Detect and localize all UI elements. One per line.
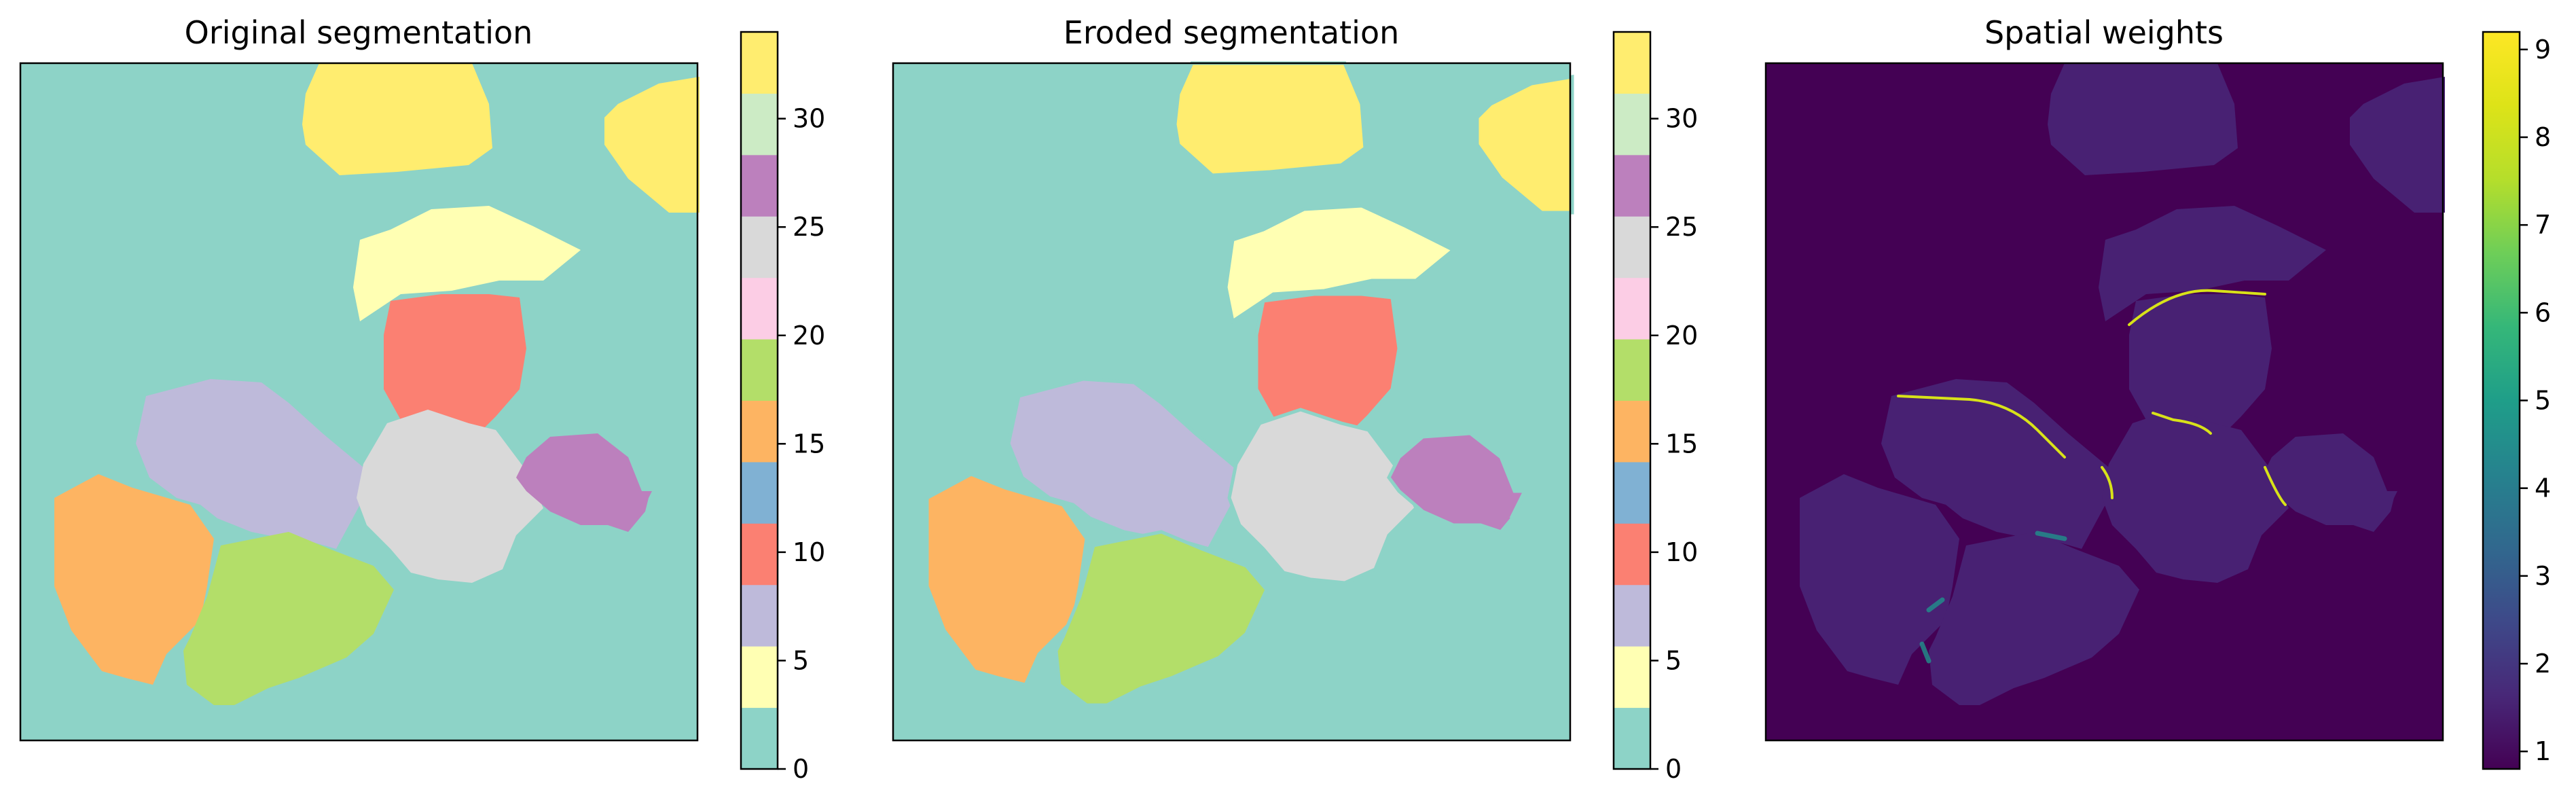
colorbar-tick-label: 5 — [793, 645, 809, 675]
colorbar-weights: 1 2 3 4 5 6 7 8 9 — [2482, 31, 2551, 770]
boundary-glow — [1919, 641, 1931, 664]
colorbar-tick-label: 10 — [1665, 537, 1698, 567]
boundary-line — [2152, 412, 2212, 435]
colorbar-tick-label: 1 — [2535, 736, 2551, 766]
colorbar-swatches — [1614, 32, 1650, 770]
colorbar-tick-label: 6 — [2535, 298, 2551, 327]
colorbar-swatch — [1614, 32, 1650, 94]
colorbar-swatch — [741, 93, 778, 156]
colorbar-tick-label: 0 — [793, 754, 809, 784]
colorbar-tick-label: 2 — [2535, 649, 2551, 679]
panel-weights: Spatial weights 1 2 3 4 5 6 7 8 9 — [1764, 14, 2551, 770]
colorbar-swatch — [741, 584, 778, 647]
colorbar-ticks: 1 2 3 4 5 6 7 8 9 — [2520, 35, 2551, 766]
colorbar-original: 0 5 10 15 20 25 30 — [740, 31, 825, 784]
image-eroded — [892, 62, 1572, 742]
colorbar-swatch — [1614, 461, 1650, 524]
colorbar-swatch — [1614, 93, 1650, 156]
colorbar-frame — [740, 31, 779, 770]
colorbar-eroded: 0 5 10 15 20 25 30 — [1612, 31, 1698, 784]
colorbar-swatch — [741, 646, 778, 709]
colorbar-swatch — [1614, 339, 1650, 401]
image-original — [19, 62, 700, 742]
colorbar-swatch — [741, 32, 778, 94]
colorbar-tick-label: 15 — [793, 429, 825, 459]
colorbar-swatch — [1614, 216, 1650, 279]
colorbar-swatch — [741, 154, 778, 217]
colorbar-ticks: 0 5 10 15 20 25 30 — [1650, 104, 1698, 784]
panel-title-eroded: Eroded segmentation — [1064, 14, 1400, 51]
colorbar-tick-label: 10 — [793, 537, 825, 567]
colorbar-swatch — [741, 339, 778, 401]
colorbar-tick-label: 4 — [2535, 473, 2551, 503]
colorbar-tick-label: 5 — [1665, 645, 1682, 675]
boundary-line — [1897, 395, 2066, 459]
boundary-line — [2128, 289, 2266, 326]
colorbar-swatch — [1614, 646, 1650, 709]
colorbar-swatch — [741, 216, 778, 279]
colorbar-swatch — [1614, 707, 1650, 770]
colorbar-tick-label: 20 — [793, 321, 825, 351]
colorbar-swatch — [741, 707, 778, 770]
colorbar-swatch — [1614, 523, 1650, 586]
colorbar-tick-label: 20 — [1665, 321, 1698, 351]
panel-title-weights: Spatial weights — [1984, 14, 2224, 51]
colorbar-gradient — [2483, 32, 2520, 769]
boundary-glow — [2035, 531, 2067, 541]
colorbar-tick-label: 25 — [1665, 212, 1698, 242]
colorbar-swatch — [741, 461, 778, 524]
colorbar-swatch — [741, 400, 778, 463]
colorbar-swatch — [1614, 277, 1650, 340]
weight-boundaries — [1897, 289, 2287, 506]
axes-frame — [892, 62, 1572, 742]
panel-title-original: Original segmentation — [185, 14, 533, 51]
image-weights — [1764, 62, 2445, 742]
panel-eroded: Eroded segmentation 0 5 10 15 20 25 30 — [892, 14, 1698, 784]
colorbar-tick-label: 3 — [2535, 561, 2551, 591]
colorbar-tick-label: 5 — [2535, 386, 2551, 416]
colorbar-tick-label: 9 — [2535, 35, 2551, 65]
colorbar-tick-label: 0 — [1665, 754, 1682, 784]
colorbar-tick-label: 30 — [1665, 104, 1698, 134]
colorbar-tick-label: 25 — [793, 212, 825, 242]
colorbar-ticks: 0 5 10 15 20 25 30 — [778, 104, 825, 784]
colorbar-swatch — [1614, 154, 1650, 217]
boundary-glow — [1926, 597, 1945, 613]
colorbar-swatch — [1614, 584, 1650, 647]
colorbar-swatch — [741, 277, 778, 340]
panel-original: Original segmentation 0 5 10 15 20 25 30 — [19, 14, 825, 784]
weight-glows — [1919, 531, 2067, 664]
axes-frame — [19, 62, 699, 742]
colorbar-tick-label: 30 — [793, 104, 825, 134]
colorbar-frame — [1612, 31, 1652, 770]
colorbar-swatches — [741, 32, 778, 770]
boundary-line — [2101, 466, 2114, 499]
colorbar-tick-label: 15 — [1665, 429, 1698, 459]
boundary-line — [2264, 466, 2287, 506]
colorbar-swatch — [741, 523, 778, 586]
colorbar-tick-label: 7 — [2535, 210, 2551, 240]
axes-frame — [1764, 62, 2444, 742]
colorbar-swatch — [1614, 400, 1650, 463]
colorbar-tick-label: 8 — [2535, 122, 2551, 152]
